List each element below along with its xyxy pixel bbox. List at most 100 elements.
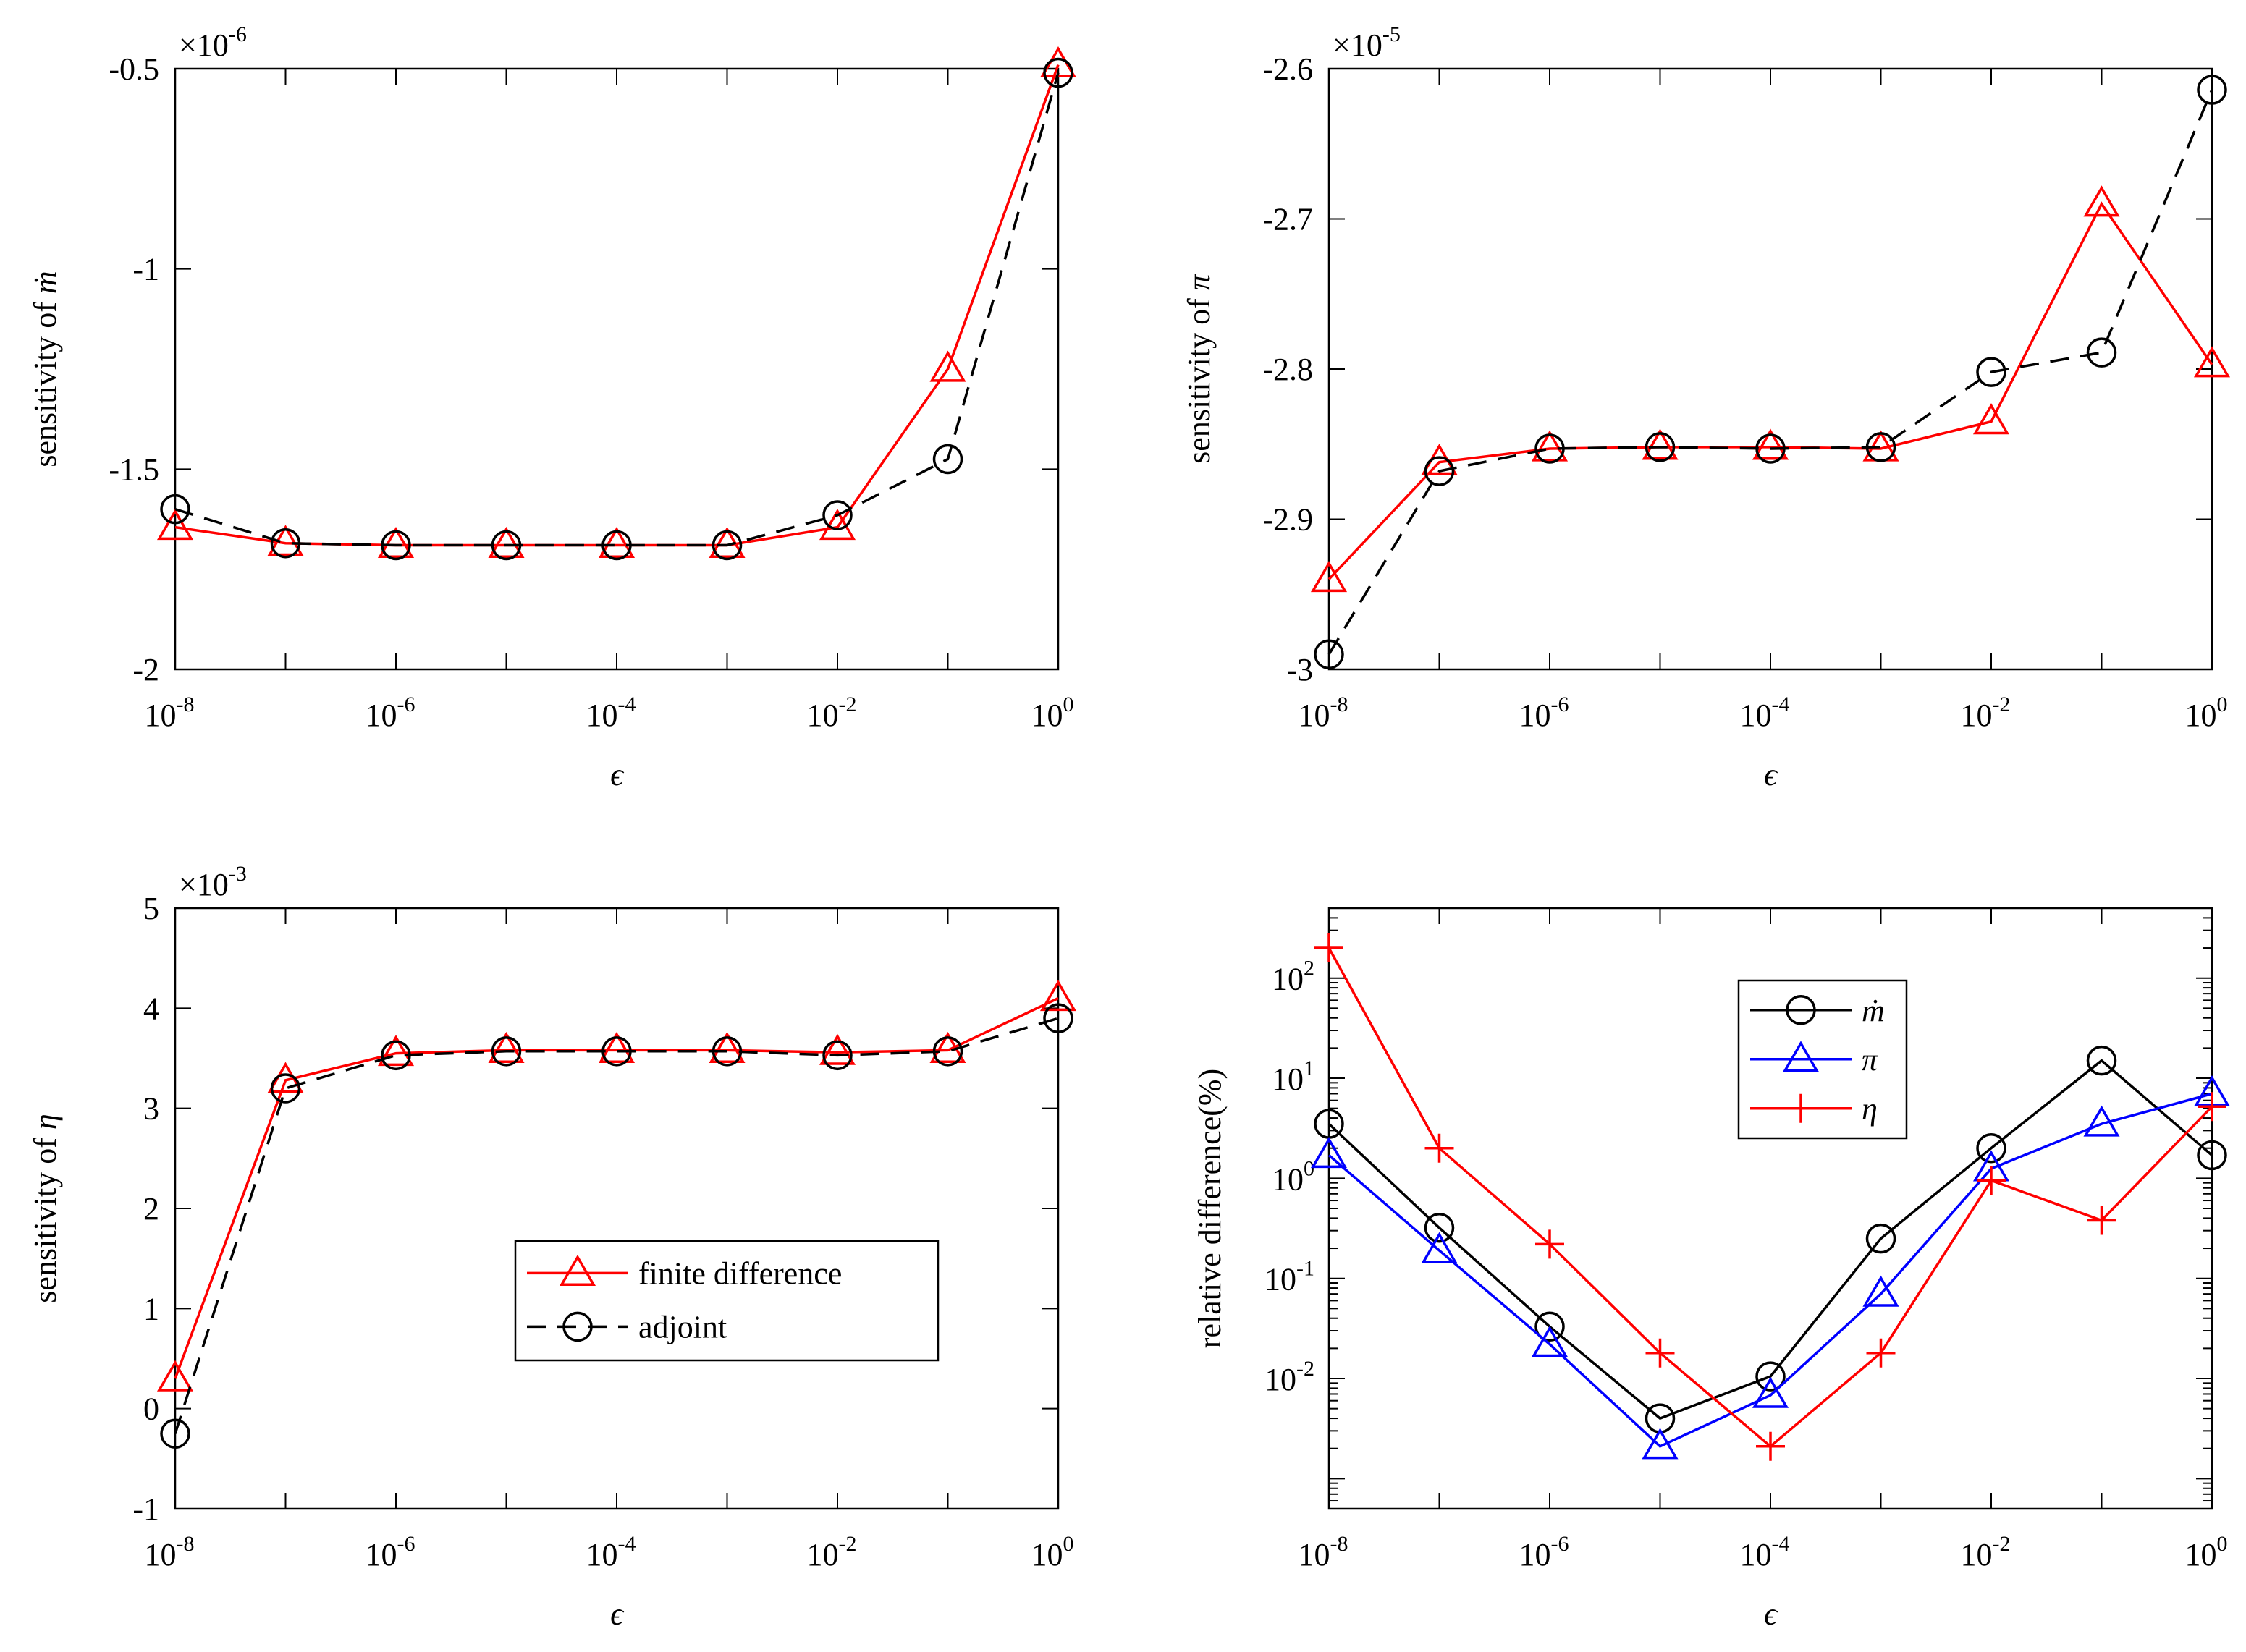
data-point	[377, 1035, 415, 1067]
data-point	[2197, 75, 2227, 105]
data-point	[2197, 1140, 2227, 1171]
y-tick-label: -2.9	[1262, 502, 1313, 538]
y-tick-label: -2.8	[1262, 352, 1313, 387]
y-axis-multiplier: ×10-3	[179, 862, 247, 902]
y-axis-label-symbol: η	[28, 1114, 63, 1130]
data-point	[2198, 1092, 2226, 1122]
x-tick-exponent: 0	[1063, 692, 1074, 716]
x-tick-label: 10-4	[1740, 1532, 1790, 1572]
x-tick-label: 10-6	[366, 692, 415, 733]
x-tick-base: 10	[2185, 1537, 2217, 1572]
y-tick-base: 10	[1272, 1062, 1304, 1097]
x-tick-exponent: 0	[2217, 1532, 2228, 1556]
data-point	[1756, 1431, 1785, 1461]
x-tick-exponent: -2	[1993, 692, 2011, 716]
data-point	[2193, 346, 2231, 378]
data-point	[1531, 1326, 1569, 1357]
y-tick-label: 10-1	[1265, 1257, 1314, 1297]
y-tick-exponent: -2	[1296, 1357, 1314, 1381]
data-point	[1534, 1311, 1565, 1342]
x-tick-base: 10	[1031, 698, 1063, 733]
data-point	[1531, 430, 1569, 462]
y-multiplier-base: ×10	[179, 867, 229, 902]
legend-entry: adjoint	[527, 1309, 727, 1344]
data-point	[1043, 57, 1073, 88]
data-point	[822, 1040, 853, 1071]
series-line	[174, 72, 1060, 547]
data-point	[381, 530, 411, 561]
y-multiplier-exponent: -5	[1382, 22, 1401, 46]
legend-marker	[562, 1311, 593, 1342]
series-circle	[1314, 75, 2227, 669]
x-tick-exponent: -4	[618, 692, 636, 716]
data-point	[1642, 1428, 1679, 1460]
data-point	[1310, 561, 1348, 593]
data-point	[601, 530, 632, 561]
y-tick-base: 10	[1272, 1161, 1304, 1197]
x-tick-exponent: -6	[397, 1532, 415, 1556]
data-point	[1310, 1136, 1348, 1169]
data-point	[601, 1036, 632, 1067]
data-point	[1424, 1213, 1455, 1243]
y-axis-label: sensitivity of η	[28, 1114, 63, 1302]
x-tick-base: 10	[1961, 1537, 1993, 1572]
data-point	[2086, 1045, 2117, 1076]
data-point	[712, 530, 743, 561]
legend-label: π	[1862, 1042, 1879, 1077]
legend-label: η	[1862, 1091, 1878, 1127]
data-point	[2083, 1105, 2120, 1137]
series-circle	[160, 57, 1073, 561]
y-axis-label-text: sensitivity of	[1181, 290, 1217, 464]
data-point	[1535, 1229, 1564, 1259]
series-plus	[1314, 933, 2226, 1461]
x-tick-exponent: -8	[1330, 692, 1348, 716]
x-tick-base: 10	[1740, 1537, 1772, 1572]
data-point	[709, 1031, 746, 1064]
y-tick-label: 2	[143, 1191, 159, 1227]
data-point	[712, 1036, 743, 1067]
x-axis-label: ϵ	[610, 757, 625, 792]
data-point	[156, 1360, 194, 1392]
x-tick-base: 10	[586, 1537, 618, 1572]
y-tick-label: 3	[143, 1091, 159, 1127]
x-axis-label: ϵ	[610, 1596, 625, 1632]
y-tick-label: 10-2	[1265, 1357, 1314, 1397]
y-tick-label: -0.5	[109, 51, 159, 87]
y-axis-label: sensitivity of ṁ	[28, 271, 63, 467]
data-point	[1645, 432, 1676, 462]
y-axis-label-text: sensitivity of	[28, 1130, 63, 1303]
x-tick-label: 10-4	[586, 1532, 636, 1572]
legend-label: adjoint	[638, 1309, 727, 1344]
data-point	[598, 1031, 636, 1064]
x-tick-base: 10	[1299, 1537, 1330, 1572]
data-point	[491, 1036, 522, 1067]
y-multiplier-exponent: -3	[229, 862, 247, 886]
data-point	[1424, 456, 1455, 486]
data-point	[1314, 639, 1344, 669]
y-tick-label: -1.5	[109, 452, 159, 487]
panel-eta-sensitivity: 10-8 10-6 10-4 10-2 100-1012345×10-3ϵsensiti…	[28, 862, 1077, 1632]
y-tick-label: 5	[143, 891, 159, 926]
y-tick-label: -2	[132, 652, 159, 687]
x-tick-exponent: -2	[839, 1532, 857, 1556]
data-point	[156, 509, 194, 541]
data-point	[932, 1036, 963, 1067]
x-tick-label: 100	[1031, 1532, 1074, 1572]
data-point	[1642, 428, 1679, 460]
y-tick-label: 101	[1272, 1056, 1314, 1097]
y-axis-label-symbol: ṁ	[28, 271, 63, 294]
x-tick-exponent: -2	[1993, 1532, 2011, 1556]
data-point	[488, 1031, 525, 1064]
data-point	[1972, 403, 2010, 435]
x-tick-exponent: -8	[1330, 1532, 1348, 1556]
y-multiplier-base: ×10	[179, 27, 229, 63]
x-tick-exponent: -6	[1551, 692, 1569, 716]
x-tick-base: 10	[1961, 698, 1993, 733]
x-tick-exponent: 0	[1063, 1532, 1074, 1556]
x-tick-exponent: -2	[839, 692, 857, 716]
y-tick-label: -2.6	[1262, 51, 1313, 87]
series-line	[174, 996, 1059, 1379]
y-tick-label: 102	[1272, 957, 1314, 997]
x-tick-label: 10-6	[1519, 692, 1569, 733]
